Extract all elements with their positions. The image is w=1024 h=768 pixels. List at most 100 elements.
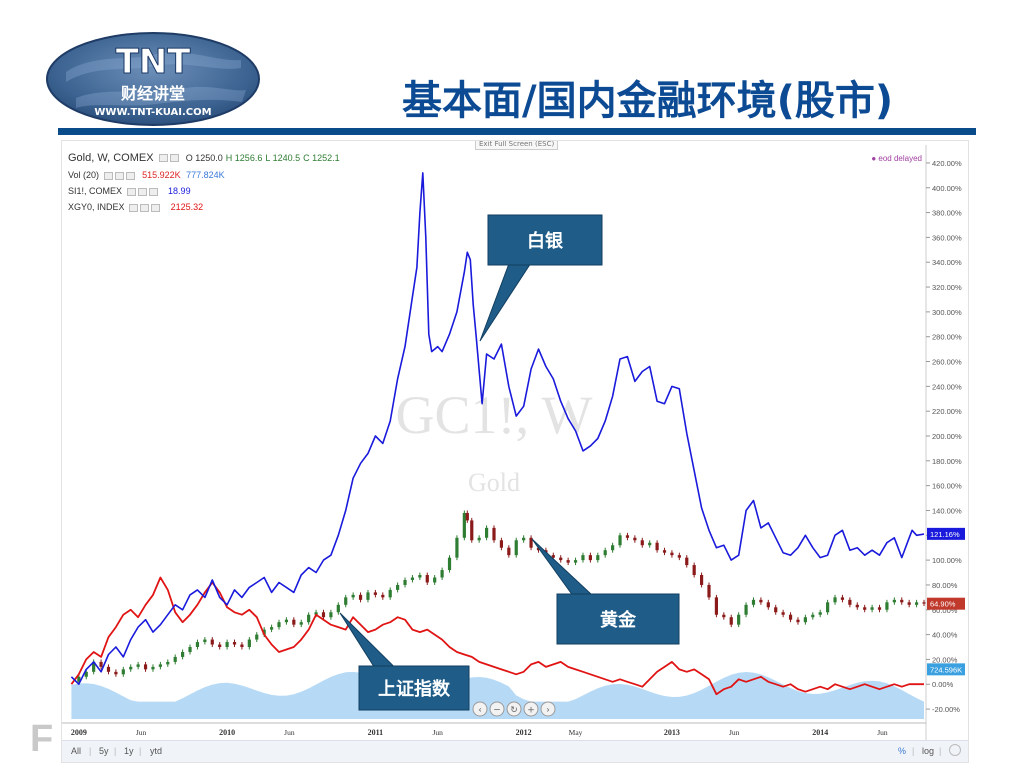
gold-candle (396, 584, 400, 590)
gold-candle (559, 557, 563, 561)
gold-candle (277, 622, 281, 628)
zoom-control-glyph: ‹ (478, 706, 482, 716)
silver-line (70, 172, 925, 685)
gold-candle (692, 565, 696, 576)
zoom-control-icon (540, 701, 556, 717)
gold-candle (840, 597, 845, 600)
range-separator: | (939, 746, 942, 756)
gold-candle (722, 614, 726, 618)
x-axis-tick-label: 2011 (368, 728, 384, 737)
gold-candle (166, 661, 170, 665)
callout-gold-box (556, 593, 680, 645)
gold-candle (188, 647, 192, 652)
logo-url-text: WWW.TNT-KUAI.COM (94, 107, 211, 118)
gold-candle (455, 537, 459, 558)
y-axis-tick-label: 180.00% (932, 457, 962, 466)
gold-candle (714, 597, 719, 615)
legend-sse-settings-button[interactable] (129, 203, 139, 212)
gold-candle (900, 599, 904, 603)
gold-candle (114, 671, 118, 675)
legend-silver-close-button[interactable] (148, 187, 158, 196)
gold-candle (863, 607, 867, 610)
legend-gold-settings-button[interactable] (158, 154, 168, 163)
gold-candle (677, 555, 681, 558)
price-chart[interactable]: GC1!, W Gold 420.00% 400.00% 380.00% 360.00%… (62, 141, 969, 763)
y-axis-tick-label: 320.00% (932, 283, 962, 292)
gold-candle (284, 619, 289, 623)
gold-candle (462, 512, 466, 538)
gold-candle (685, 557, 689, 566)
gold-candle (892, 599, 896, 603)
gold-candle (766, 602, 770, 608)
legend-gold-hide-button[interactable] (169, 154, 179, 163)
gold-candle (914, 602, 919, 605)
gold-candle (625, 535, 630, 538)
gold-candle (870, 607, 874, 610)
legend-volume[interactable]: Vol (20) 515.922K 777.824K (68, 170, 225, 180)
gold-candle (292, 619, 296, 625)
legend-volume-close-button[interactable] (125, 171, 135, 180)
gold-candle (877, 607, 882, 610)
gold-candle (366, 592, 370, 600)
gold-candle (381, 594, 385, 598)
gold-candle (566, 560, 570, 563)
callout-silver: 白银 (479, 214, 603, 342)
y-axis-tick-label: 60.00% (932, 606, 958, 615)
gold-candle (774, 607, 778, 613)
gold-candle (373, 592, 377, 595)
gold-candle (181, 651, 185, 657)
y-axis-tick-label: 0.00% (932, 680, 954, 689)
gold-candle (477, 537, 481, 541)
x-axis-tick-label: 2010 (219, 728, 235, 737)
gold-candle (633, 537, 637, 541)
legend-silver[interactable]: SI1!, COMEX 18.99 (68, 186, 191, 196)
zoom-control-glyph: + (527, 706, 535, 716)
range-toolbar: All | 5y | 1y | ytd % | log | (62, 740, 968, 762)
gold-candle (729, 617, 733, 625)
percent-scale-button[interactable]: % (898, 746, 907, 756)
last-value-tag-label: 724.596K (930, 665, 962, 674)
auto-scale-icon[interactable] (949, 744, 961, 756)
gold-candle (203, 639, 207, 643)
slide-title: 基本面/国内金融环境(股市) (402, 78, 894, 124)
legend-gold-low: L 1240.5 (265, 153, 301, 163)
exit-fullscreen-button[interactable]: Exit Full Screen (ESC) (475, 141, 559, 150)
legend-silver-settings-button[interactable] (126, 187, 136, 196)
chart-panel: GC1!, W Gold 420.00% 400.00% 380.00% 360.00%… (61, 140, 969, 763)
y-axis-tick-label: 200.00% (932, 432, 962, 441)
legend-sse-source-button[interactable] (140, 203, 150, 212)
y-axis-tick-label: 40.00% (932, 631, 958, 640)
callout-silver-box (487, 214, 603, 266)
y-axis-tick-label: 280.00% (932, 333, 962, 342)
log-scale-button[interactable]: log (922, 746, 935, 756)
range-button-ytd[interactable]: ytd (150, 746, 163, 756)
gold-candle (143, 664, 148, 670)
legend-volume-settings-button[interactable] (103, 171, 113, 180)
gold-candle (262, 629, 266, 635)
x-axis-tick-label: Jun (136, 728, 147, 737)
gold-candle (210, 639, 214, 645)
legend-silver-value: 18.99 (168, 186, 191, 196)
last-value-tag: 724.596K (927, 663, 965, 676)
legend-sse[interactable]: XGY0, INDEX 2125.32 (68, 202, 203, 212)
gold-candle (425, 575, 429, 583)
gold-candle (77, 676, 81, 682)
range-button-all[interactable]: All (71, 746, 82, 756)
legend-gold[interactable]: Gold, W, COMEX O 1250.0 H 1256.6 L 1240.… (68, 152, 340, 164)
gold-candle (344, 597, 348, 605)
range-button-1y[interactable]: 1y (124, 746, 134, 756)
gold-candle (826, 602, 830, 613)
gold-candle (121, 669, 125, 675)
legend-sse-close-button[interactable] (151, 203, 161, 212)
gold-candle (699, 575, 704, 585)
symbol-watermark: GC1!, W (396, 385, 593, 445)
legend-silver-source-button[interactable] (137, 187, 147, 196)
range-button-5y[interactable]: 5y (99, 746, 109, 756)
gold-candle (329, 612, 333, 618)
gold-candle (588, 555, 592, 561)
zoom-control-glyph: › (546, 706, 550, 716)
zoom-control-icon (506, 701, 522, 717)
legend-volume-source-button[interactable] (114, 171, 124, 180)
gold-candle (640, 540, 644, 546)
callout-sse-label: 上证指数 (378, 678, 451, 700)
